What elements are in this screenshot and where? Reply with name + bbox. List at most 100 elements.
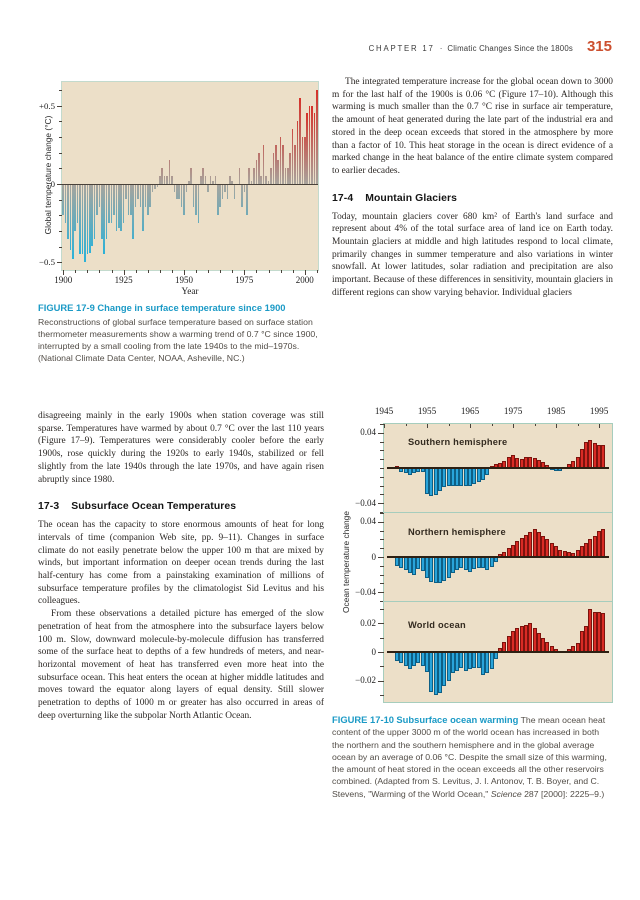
- bar: [142, 183, 144, 231]
- paragraph-glaciers: Today, mountain glaciers cover 680 km² o…: [332, 211, 613, 298]
- bar: [115, 183, 118, 231]
- y-tick: [378, 680, 384, 682]
- y-tick: [378, 521, 384, 523]
- y-tick: [59, 121, 62, 123]
- y-tick: [378, 503, 384, 505]
- x-tick: [135, 270, 137, 273]
- x-tick: [256, 270, 258, 273]
- panel-label: World ocean: [408, 620, 466, 630]
- y-tick: [59, 89, 62, 91]
- bar: [270, 168, 272, 184]
- x-tick: [244, 270, 246, 275]
- bar: [146, 183, 149, 216]
- bar: [139, 183, 142, 208]
- bar: [74, 183, 77, 231]
- bar: [67, 183, 69, 239]
- y-tick: [59, 152, 62, 154]
- bar: [98, 183, 101, 208]
- y-tick: [380, 424, 384, 425]
- x-tick: [232, 270, 234, 273]
- bar: [161, 168, 164, 184]
- bar: [197, 183, 200, 223]
- bar: [134, 183, 137, 208]
- y-tick: [380, 485, 384, 487]
- bar: [296, 121, 299, 184]
- x-tick: [220, 270, 222, 273]
- bar: [113, 183, 115, 216]
- zero-line: [387, 651, 609, 653]
- bar: [180, 183, 183, 208]
- bar: [212, 180, 214, 184]
- y-tick: [57, 183, 62, 185]
- bar: [122, 183, 125, 223]
- bar: [279, 136, 282, 184]
- figure-caption-body: Reconstructions of global surface temper…: [38, 316, 318, 364]
- section-heading-17-3: 17-3 Subsurface Ocean Temperatures: [38, 501, 324, 512]
- bar: [159, 176, 161, 184]
- x-tick: [196, 270, 197, 273]
- y-tick: [380, 583, 384, 585]
- bar: [229, 176, 231, 184]
- bar: [209, 176, 212, 184]
- y-tick: [380, 530, 384, 532]
- bar: [69, 183, 72, 250]
- y-tick-label: 0.04: [360, 516, 376, 527]
- bar: [192, 183, 195, 208]
- bar: [62, 183, 64, 216]
- x-tick-label: 1975: [235, 275, 254, 285]
- x-tick: [99, 270, 101, 273]
- y-tick: [380, 539, 384, 541]
- zero-line: [387, 467, 609, 469]
- bar: [250, 180, 253, 184]
- y-tick: [59, 199, 62, 201]
- bar: [91, 183, 93, 247]
- bar: [195, 183, 197, 216]
- x-tick: [316, 270, 318, 273]
- bar: [294, 144, 296, 184]
- y-tick-label: −0.5: [39, 257, 55, 268]
- bar: [163, 176, 166, 184]
- y-tick: [380, 666, 384, 668]
- x-tick: [534, 424, 536, 426]
- figure-label: FIGURE 17-10: [332, 714, 394, 725]
- figure-caption-body-end: 287 [2000]: 2225–9.): [524, 788, 605, 799]
- bar: [154, 183, 156, 189]
- bar: [190, 168, 192, 184]
- bar: [231, 180, 234, 184]
- left-column: disagreeing mainly in the early 1900s wh…: [38, 410, 324, 722]
- bar: [96, 183, 98, 216]
- bar: [493, 557, 498, 563]
- x-tick: [123, 270, 125, 275]
- y-tick: [380, 548, 384, 550]
- bar: [88, 183, 91, 253]
- x-tick: [87, 270, 89, 273]
- y-tick-label: +0.5: [39, 100, 55, 111]
- section-title: Subsurface Ocean Temperatures: [71, 501, 237, 513]
- bar: [601, 528, 606, 557]
- bar: [221, 183, 224, 200]
- x-tick-label: 1925: [114, 275, 133, 285]
- page-number: 315: [586, 38, 612, 55]
- bar: [255, 160, 258, 184]
- bar: [173, 183, 176, 192]
- x-tick: [405, 424, 407, 426]
- figure-caption-heading: FIGURE 17-9 Change in surface temperatur…: [38, 302, 326, 313]
- section-number: 17-3: [38, 501, 60, 513]
- bar: [282, 144, 284, 184]
- bar: [64, 183, 67, 223]
- y-tick-label: −0.02: [355, 675, 376, 686]
- bar: [241, 183, 243, 208]
- x-tick: [280, 270, 282, 273]
- bar: [245, 183, 248, 216]
- y-tick: [59, 168, 62, 170]
- bar: [144, 183, 147, 208]
- x-tick-label: 1900: [54, 275, 73, 285]
- bar: [202, 168, 205, 184]
- figure-title: Subsurface ocean warming: [396, 714, 519, 725]
- bar: [86, 183, 89, 255]
- x-tick: [491, 424, 493, 426]
- bar: [265, 176, 267, 184]
- y-tick: [378, 432, 384, 434]
- fig10-y-axis-label: Ocean temperature change: [341, 511, 351, 613]
